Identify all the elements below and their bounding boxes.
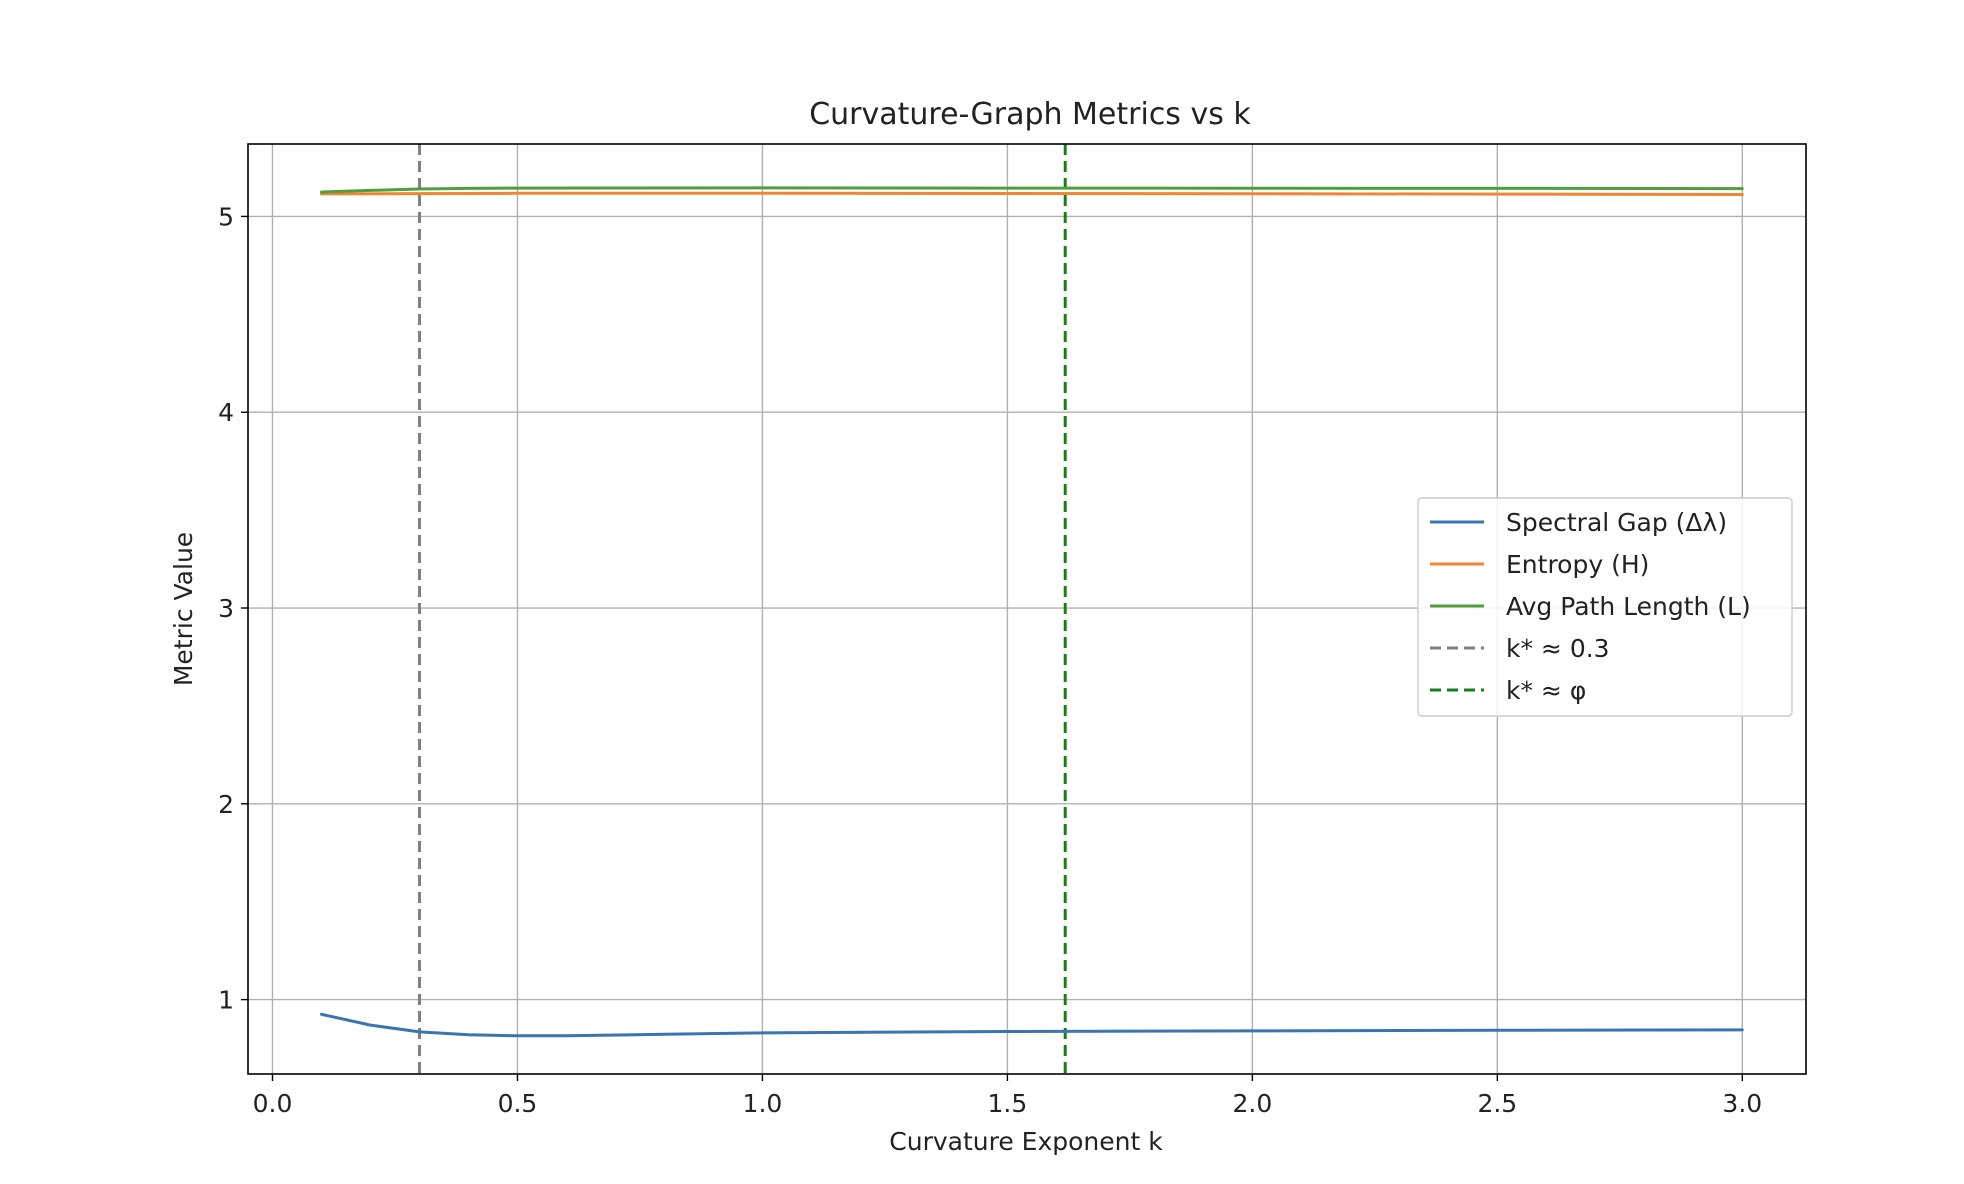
y-tick-label: 5 [218, 202, 234, 231]
x-tick-label: 2.0 [1232, 1089, 1272, 1118]
legend-label: Spectral Gap (Δλ) [1506, 508, 1727, 537]
y-tick-label: 4 [218, 398, 234, 427]
series-line-2 [320, 186, 1744, 194]
y-ticks: 1 2 3 4 5 [218, 202, 248, 1015]
x-tick-label: 1.0 [743, 1089, 783, 1118]
x-tick-label: 2.5 [1477, 1089, 1517, 1118]
y-tick-label: 1 [218, 986, 234, 1015]
series-line-0 [320, 1012, 1744, 1038]
x-tick-label: 3.0 [1722, 1089, 1762, 1118]
plot-lines [320, 186, 1744, 1038]
legend-label: Entropy (H) [1506, 550, 1649, 579]
chart-title: Curvature-Graph Metrics vs k [809, 97, 1251, 132]
legend-label: k* ≈ 0.3 [1506, 634, 1610, 663]
legend-label: k* ≈ φ [1506, 676, 1586, 705]
x-ticks: 0.0 0.5 1.0 1.5 2.0 2.5 3.0 [253, 1074, 1762, 1118]
x-tick-label: 0.5 [498, 1089, 538, 1118]
y-axis-label: Metric Value [169, 532, 198, 686]
x-tick-label: 1.5 [988, 1089, 1028, 1118]
legend: Spectral Gap (Δλ) Entropy (H) Avg Path Len… [1417, 497, 1793, 717]
x-axis-label: Curvature Exponent k [889, 1127, 1163, 1156]
series-line-1 [320, 191, 1744, 196]
y-tick-label: 3 [218, 594, 234, 623]
y-tick-label: 2 [218, 790, 234, 819]
legend-box [1417, 497, 1793, 717]
plot-area-frame [247, 143, 1807, 1075]
x-tick-label: 0.0 [253, 1089, 293, 1118]
legend-label: Avg Path Length (L) [1506, 592, 1751, 621]
vlines [417, 144, 1067, 1074]
